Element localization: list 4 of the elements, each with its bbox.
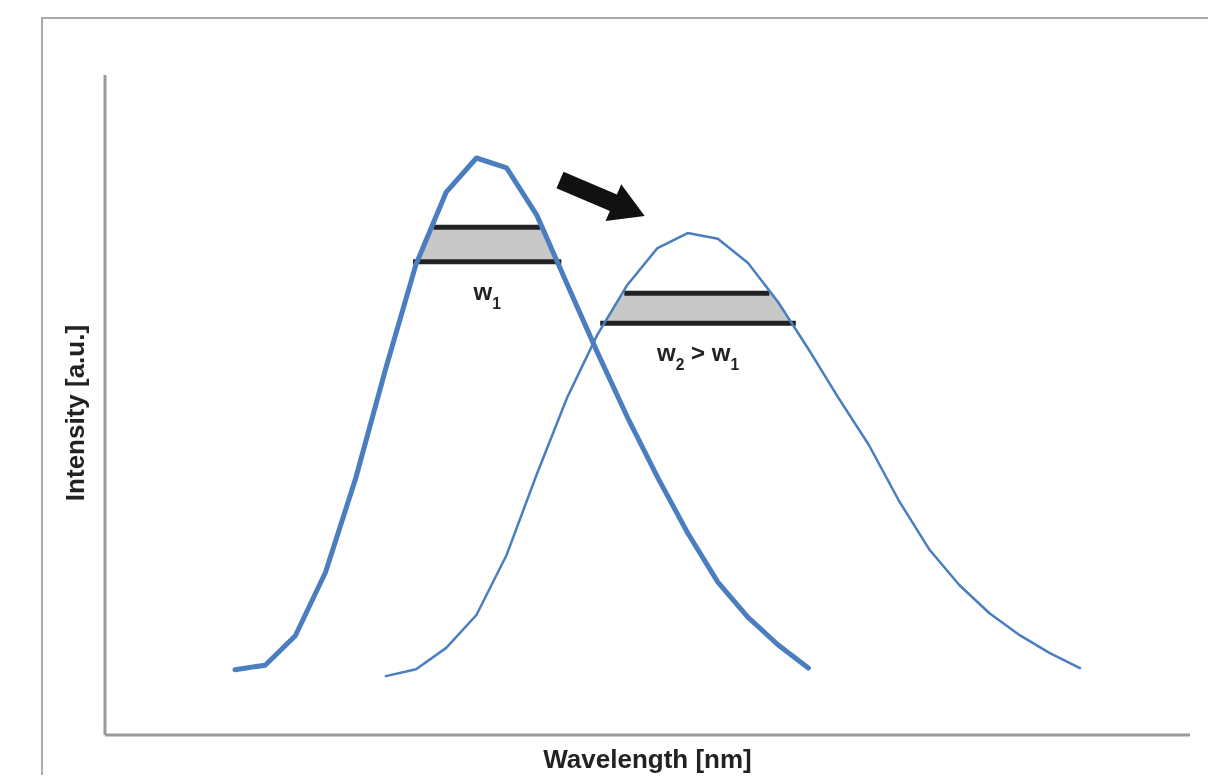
- y-axis-title: Intensity [a.u.]: [60, 324, 90, 502]
- annotation: w$_{2}$ > w$_{1}$: [656, 339, 740, 373]
- annotation: w$_{1}$: [472, 277, 502, 312]
- x-axis-title: Wavelength [nm]: [543, 744, 752, 774]
